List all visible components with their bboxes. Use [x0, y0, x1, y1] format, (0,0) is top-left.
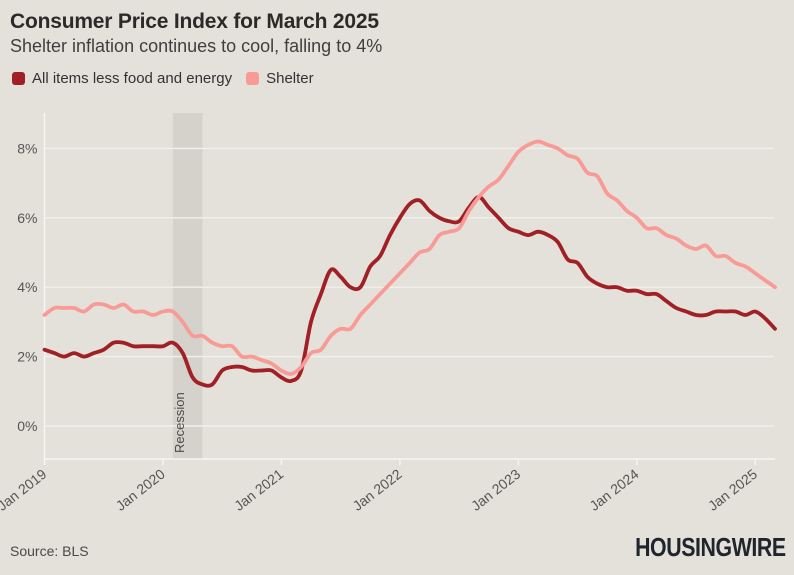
y-axis-tick-label: 4% — [17, 279, 37, 295]
x-axis-tick-label: Jan 2022 — [349, 466, 404, 514]
x-axis-tick-label: Jan 2023 — [468, 466, 523, 514]
x-axis-tick-label: Jan 2019 — [0, 466, 50, 514]
y-axis-tick-label: 2% — [17, 349, 37, 365]
y-axis-tick-label: 6% — [17, 210, 37, 226]
x-axis-tick-label: Jan 2024 — [586, 466, 641, 514]
housingwire-logo: HOUSINGWIRE — [635, 532, 786, 562]
page-subtitle: Shelter inflation continues to cool, fal… — [10, 36, 383, 56]
legend-label-core: All items less food and energy — [32, 70, 233, 87]
legend-item-shelter: Shelter — [246, 70, 314, 87]
recession-band-label: Recession — [172, 392, 187, 453]
y-axis-tick-label: 8% — [17, 140, 37, 156]
shelter-cpi-line — [42, 139, 777, 376]
core-cpi-line — [42, 195, 777, 388]
chart-legend: All items less food and energy Shelter — [12, 70, 314, 87]
source-note: Source: BLS — [10, 543, 89, 559]
recession-band — [172, 113, 203, 459]
legend-item-core: All items less food and energy — [12, 70, 232, 87]
x-axis-tick-label: Jan 2025 — [705, 466, 760, 514]
x-axis-tick-label: Jan 2020 — [113, 466, 168, 514]
shelter-series-swatch-icon — [246, 72, 260, 85]
y-axis-tick-label: 0% — [17, 418, 37, 434]
core-series-swatch-icon — [12, 72, 25, 85]
page-title: Consumer Price Index for March 2025 — [10, 10, 379, 33]
legend-label-shelter: Shelter — [266, 70, 314, 87]
x-axis-tick-label: Jan 2021 — [231, 466, 286, 514]
